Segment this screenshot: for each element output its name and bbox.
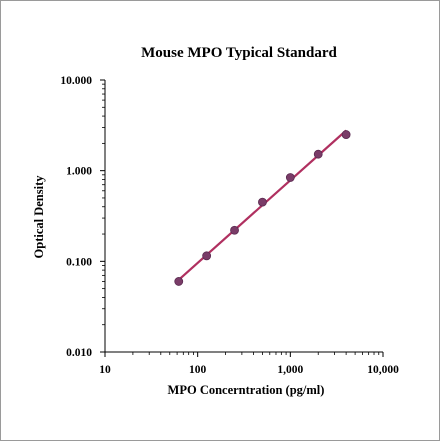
data-point — [341, 130, 351, 139]
y-tick-label: 0.010 — [66, 347, 92, 359]
x-axis-label: MPO Concerntration (pg/ml) — [168, 383, 325, 397]
x-tick-label: 10 — [99, 364, 111, 376]
data-point — [202, 251, 212, 261]
x-tick-label: 100 — [189, 364, 207, 376]
chart-title: Mouse MPO Typical Standard — [141, 45, 337, 61]
data-point — [313, 149, 323, 159]
y-axis-label: Optical Density — [32, 175, 46, 259]
data-point — [258, 197, 267, 207]
x-tick-label: 1,000 — [277, 364, 303, 376]
axes — [104, 80, 383, 353]
x-tick-label: 10,000 — [367, 364, 399, 376]
data-point — [285, 173, 295, 182]
y-tick-label: 10.000 — [60, 75, 92, 87]
ticks — [100, 79, 384, 357]
tick-labels: 0.010 0.100 1.000 10.000 10 100 1,000 10,000 — [60, 75, 399, 376]
y-tick-label: 1.000 — [66, 166, 92, 178]
data-point — [230, 225, 239, 235]
data-points — [174, 130, 351, 286]
data-point — [174, 277, 184, 286]
y-tick-label: 0.100 — [66, 256, 92, 268]
